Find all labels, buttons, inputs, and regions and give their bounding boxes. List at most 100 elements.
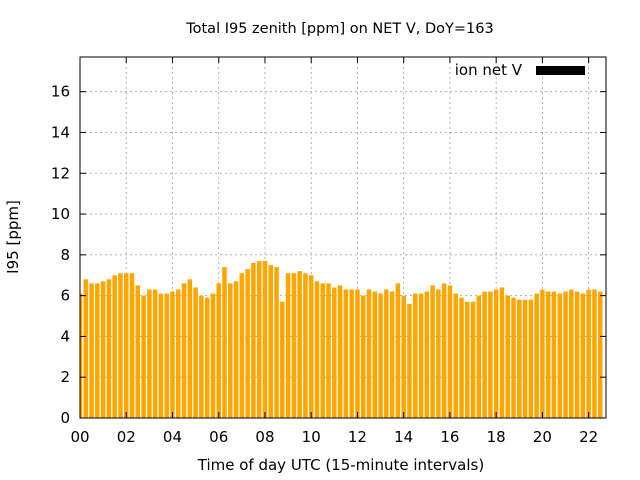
legend-label: ion net V xyxy=(455,61,523,79)
bar xyxy=(141,295,146,418)
bar xyxy=(465,301,470,418)
bar xyxy=(447,285,453,418)
bar xyxy=(395,283,401,418)
y-tick-label: 2 xyxy=(60,368,70,386)
bar xyxy=(262,260,268,418)
bar xyxy=(453,293,458,418)
bar xyxy=(436,289,441,418)
bar xyxy=(256,260,262,418)
bar xyxy=(337,285,343,418)
bar xyxy=(563,291,568,418)
bar xyxy=(100,281,106,418)
bar xyxy=(129,273,135,418)
bar xyxy=(418,293,424,418)
bar xyxy=(308,275,314,418)
bar xyxy=(176,289,181,418)
bar xyxy=(540,289,545,418)
bar xyxy=(384,289,389,418)
y-tick-label: 14 xyxy=(51,123,70,141)
bar xyxy=(459,297,464,418)
bar xyxy=(95,283,100,418)
bar xyxy=(314,281,320,418)
bar xyxy=(228,283,233,418)
bar xyxy=(251,262,256,418)
bar xyxy=(412,293,418,418)
y-tick-label: 8 xyxy=(60,246,70,264)
x-axis-label: Time of day UTC (15-minute intervals) xyxy=(197,456,484,474)
bar xyxy=(112,275,117,418)
bar xyxy=(147,289,152,418)
bar xyxy=(187,279,193,418)
bar xyxy=(586,289,591,418)
bar xyxy=(199,295,204,418)
x-tick-label: 08 xyxy=(255,428,274,446)
bar xyxy=(80,293,83,418)
bar xyxy=(424,291,430,418)
x-tick-labels: 00 02 04 06 08 10 12 14 16 18 20 22 xyxy=(70,428,598,446)
legend-swatch xyxy=(536,66,585,75)
bar xyxy=(285,273,291,418)
bar xyxy=(545,291,551,418)
bar xyxy=(551,291,557,418)
bar xyxy=(389,291,395,418)
bar xyxy=(297,271,302,418)
axis-ticks xyxy=(79,57,606,419)
bar xyxy=(303,273,308,418)
bar xyxy=(401,295,406,418)
y-tick-label: 6 xyxy=(60,287,70,305)
bar xyxy=(164,293,169,418)
bar xyxy=(204,297,210,418)
bar xyxy=(245,269,250,418)
y-tick-label: 10 xyxy=(51,205,70,223)
bar xyxy=(470,301,476,418)
bar xyxy=(493,289,499,418)
bar xyxy=(499,287,505,418)
plot-frame xyxy=(79,56,607,419)
x-tick-label: 20 xyxy=(533,428,552,446)
y-tick-label: 12 xyxy=(51,164,70,182)
bar xyxy=(372,291,378,418)
bar xyxy=(158,293,164,418)
bar xyxy=(360,295,366,418)
bar xyxy=(83,279,89,418)
bar xyxy=(528,299,534,418)
bar xyxy=(106,279,112,418)
x-tick-label: 10 xyxy=(302,428,321,446)
bar xyxy=(280,301,285,418)
bar xyxy=(268,265,274,418)
bar xyxy=(366,289,372,418)
bar xyxy=(274,267,279,418)
bar xyxy=(233,281,239,418)
bar xyxy=(430,285,435,418)
bar xyxy=(193,287,198,418)
bar xyxy=(476,295,482,418)
legend: ion net V xyxy=(455,61,585,79)
bar xyxy=(332,287,337,418)
bar xyxy=(488,291,493,418)
bar xyxy=(152,289,158,418)
y-tick-label: 16 xyxy=(51,83,70,101)
bar xyxy=(210,293,216,418)
bar xyxy=(557,293,563,418)
bar xyxy=(216,283,221,418)
bar xyxy=(407,303,412,418)
bar xyxy=(534,293,539,418)
bar xyxy=(517,299,522,418)
x-tick-label: 16 xyxy=(440,428,459,446)
bar xyxy=(592,289,597,418)
bar xyxy=(123,273,129,418)
x-tick-label: 06 xyxy=(209,428,228,446)
x-tick-label: 04 xyxy=(163,428,182,446)
bar xyxy=(349,289,354,418)
bar xyxy=(511,297,516,418)
bar xyxy=(135,285,141,418)
x-tick-label: 02 xyxy=(117,428,136,446)
bar xyxy=(118,273,123,418)
y-tick-label: 0 xyxy=(60,409,70,427)
x-tick-label: 12 xyxy=(348,428,367,446)
bar xyxy=(222,267,227,418)
bar xyxy=(355,289,360,418)
bar xyxy=(522,299,528,418)
bar xyxy=(89,283,94,418)
